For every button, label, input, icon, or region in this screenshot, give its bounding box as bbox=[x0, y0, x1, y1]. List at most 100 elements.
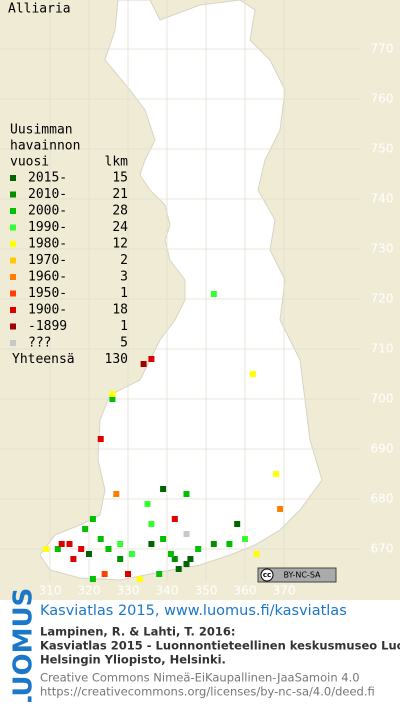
y-tick-label: 680 bbox=[371, 492, 394, 506]
legend-count: 18 bbox=[112, 303, 128, 318]
finland-outline bbox=[39, 0, 323, 581]
record-square bbox=[210, 541, 217, 547]
record-square bbox=[171, 556, 178, 562]
legend-heading: Uusimman bbox=[10, 123, 73, 138]
legend-swatch bbox=[10, 323, 16, 330]
x-tick-label: 330 bbox=[117, 584, 140, 598]
legend-swatch bbox=[10, 290, 16, 297]
legend-swatch bbox=[10, 274, 16, 280]
record-square bbox=[136, 576, 143, 582]
record-square bbox=[183, 561, 190, 567]
luomus-logo: LUOMUS bbox=[9, 588, 39, 702]
legend-label: 1990- bbox=[28, 220, 67, 235]
record-square bbox=[89, 576, 96, 582]
legend-label: 2000- bbox=[28, 204, 67, 219]
badge-text: BY-NC-SA bbox=[283, 571, 321, 580]
record-square bbox=[273, 471, 280, 477]
legend-swatch bbox=[10, 208, 16, 214]
record-square bbox=[249, 371, 256, 377]
record-square bbox=[66, 541, 73, 547]
legend-count: 3 bbox=[120, 270, 128, 285]
record-square bbox=[82, 526, 89, 532]
record-square bbox=[226, 541, 233, 547]
record-square bbox=[109, 396, 116, 402]
legend-count: 12 bbox=[112, 237, 128, 252]
y-tick-label: 720 bbox=[371, 292, 394, 306]
record-square bbox=[113, 491, 120, 497]
y-tick-label: 770 bbox=[371, 42, 394, 56]
legend-label: 2015- bbox=[28, 171, 67, 186]
legend-heading: vuosi bbox=[10, 155, 49, 170]
legend-swatch bbox=[10, 175, 16, 181]
legend-label: 1960- bbox=[28, 270, 67, 285]
citation: Kasviatlas 2015 - Luonnontieteellinen ke… bbox=[40, 639, 400, 653]
x-tick-label: 340 bbox=[156, 584, 179, 598]
y-tick-label: 690 bbox=[371, 442, 394, 456]
y-tick-label: 750 bbox=[371, 142, 394, 156]
y-tick-label: 710 bbox=[371, 342, 394, 356]
record-square bbox=[187, 556, 194, 562]
citation: Helsingin Yliopisto, Helsinki. bbox=[40, 653, 226, 667]
record-square bbox=[58, 541, 65, 547]
legend-count: 5 bbox=[120, 336, 128, 351]
legend-count: 2 bbox=[120, 253, 128, 268]
atlas-link[interactable]: Kasviatlas 2015, www.luomus.fi/kasviatla… bbox=[40, 603, 347, 619]
record-square bbox=[210, 291, 217, 297]
legend-label: 1980- bbox=[28, 237, 67, 252]
x-tick-label: 310 bbox=[39, 584, 62, 598]
record-square bbox=[70, 556, 77, 562]
record-square bbox=[117, 541, 124, 547]
record-square bbox=[183, 491, 190, 497]
record-square bbox=[117, 556, 124, 562]
license-badge: cc BY-NC-SA bbox=[257, 567, 337, 583]
y-tick-label: 740 bbox=[371, 192, 394, 206]
y-tick-label: 670 bbox=[371, 542, 394, 556]
record-square bbox=[125, 571, 131, 577]
legend-count: 24 bbox=[112, 220, 128, 235]
legend-count: 28 bbox=[112, 204, 128, 219]
record-square bbox=[86, 551, 92, 557]
legend-label: -1899 bbox=[28, 319, 67, 334]
record-square bbox=[89, 516, 96, 522]
legend-swatch bbox=[10, 241, 16, 247]
legend-count: 15 bbox=[112, 171, 128, 186]
record-square bbox=[78, 546, 85, 552]
legend-label: ??? bbox=[28, 336, 51, 351]
legend-count-heading: lkm bbox=[105, 155, 129, 170]
record-square bbox=[156, 571, 163, 577]
record-square bbox=[144, 501, 151, 507]
legend-count: 1 bbox=[120, 286, 128, 301]
legend-count: 21 bbox=[112, 187, 128, 202]
license-url[interactable]: https://creativecommons.org/licenses/by-… bbox=[40, 685, 375, 699]
record-square bbox=[195, 546, 202, 552]
record-square bbox=[234, 521, 241, 527]
record-square bbox=[97, 536, 104, 542]
legend-count: 1 bbox=[120, 319, 128, 334]
species-name: Alliaria bbox=[8, 2, 71, 17]
legend-swatch bbox=[10, 257, 16, 264]
record-square bbox=[101, 571, 108, 577]
badge-box bbox=[257, 567, 337, 583]
record-square bbox=[148, 356, 155, 362]
record-square bbox=[140, 361, 147, 367]
x-tick-label: 370 bbox=[273, 584, 296, 598]
record-square bbox=[109, 391, 116, 397]
x-tick-label: 320 bbox=[78, 584, 101, 598]
citation: Lampinen, R. & Lahti, T. 2016: bbox=[40, 625, 235, 639]
legend-swatch bbox=[10, 191, 16, 198]
legend-swatch bbox=[10, 224, 16, 231]
y-tick-label: 760 bbox=[371, 92, 394, 106]
legend-label: 1950- bbox=[28, 286, 67, 301]
record-square bbox=[160, 486, 167, 492]
legend-label: 2010- bbox=[28, 187, 67, 202]
total-count: 130 bbox=[105, 352, 128, 367]
legend-label: 1900- bbox=[28, 303, 67, 318]
record-square bbox=[97, 436, 104, 442]
record-square bbox=[43, 546, 50, 552]
records bbox=[43, 291, 284, 582]
record-square bbox=[277, 506, 284, 512]
record-square bbox=[54, 546, 61, 552]
record-square bbox=[148, 521, 155, 527]
y-tick-label: 730 bbox=[371, 242, 394, 256]
